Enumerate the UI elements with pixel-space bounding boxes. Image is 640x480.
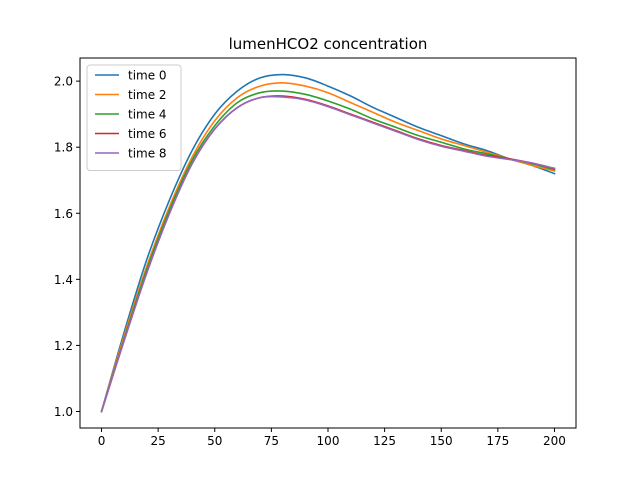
y-tick-label-1: 1.2 bbox=[54, 339, 73, 353]
x-tick-label-0: 0 bbox=[98, 434, 106, 448]
y-tick-label-3: 1.6 bbox=[54, 207, 73, 221]
x-tick-label-7: 175 bbox=[486, 434, 509, 448]
legend-label-4: time 8 bbox=[128, 147, 167, 161]
legend-label-2: time 4 bbox=[128, 108, 167, 122]
series-line-0 bbox=[100, 73, 556, 413]
x-tick-label-1: 25 bbox=[150, 434, 165, 448]
legend-frame bbox=[86, 64, 182, 171]
legend-label-3: time 6 bbox=[128, 127, 167, 141]
x-tick-label-4: 100 bbox=[317, 434, 340, 448]
axes-layer: 0 25 50 75 100 125 150 175 200 1.0 1.2 1.4 1.6 1.8 2.0 bbox=[54, 75, 566, 448]
y-tick-label-4: 1.8 bbox=[54, 141, 73, 155]
series-layer bbox=[100, 73, 556, 413]
y-tick-label-2: 1.4 bbox=[54, 273, 73, 287]
x-tick-label-6: 150 bbox=[430, 434, 453, 448]
x-tick-label-2: 50 bbox=[207, 434, 222, 448]
legend-label-0: time 0 bbox=[128, 69, 167, 83]
legend-label-1: time 2 bbox=[128, 88, 167, 102]
chart-title: lumenHCO2 concentration bbox=[229, 35, 428, 53]
legend: time 0 time 2 time 4 time 6 time 8 bbox=[86, 64, 182, 171]
x-tick-label-5: 125 bbox=[373, 434, 396, 448]
x-tick-label-3: 75 bbox=[264, 434, 279, 448]
y-tick-label-5: 2.0 bbox=[54, 75, 73, 89]
y-tick-label-0: 1.0 bbox=[54, 405, 73, 419]
series-line-1 bbox=[100, 81, 556, 413]
series-line-4 bbox=[100, 95, 556, 413]
x-tick-label-8: 200 bbox=[543, 434, 566, 448]
series-line-2 bbox=[100, 90, 556, 413]
